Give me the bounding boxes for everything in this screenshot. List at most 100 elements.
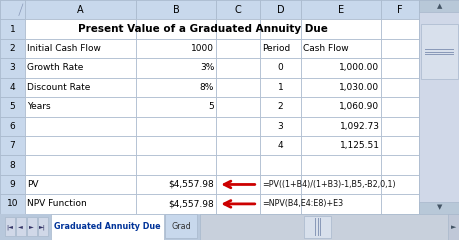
Text: 1,060.90: 1,060.90 [339,102,379,111]
Text: 1,125.51: 1,125.51 [339,141,379,150]
Bar [381,19,418,39]
Bar [216,136,259,155]
Text: Grad: Grad [171,222,190,231]
Text: E: E [337,5,344,15]
Bar [420,24,457,79]
Bar [381,175,418,194]
Bar [0,0,25,19]
Text: Initial Cash Flow: Initial Cash Flow [27,44,101,53]
Bar [259,97,301,116]
Bar [301,155,381,175]
Text: 1,092.73: 1,092.73 [339,122,379,131]
Text: 3%: 3% [199,63,214,72]
Bar [25,78,135,97]
Bar [25,58,135,78]
Bar [25,175,135,194]
Text: F: F [396,5,402,15]
Bar [381,97,418,116]
Bar [0,97,25,116]
Bar [5,217,15,236]
Bar [301,58,381,78]
Bar [418,0,459,12]
Text: Graduated Annuity Due: Graduated Annuity Due [54,222,160,231]
Text: Present Value of a Graduated Annuity Due: Present Value of a Graduated Annuity Due [78,24,327,34]
Bar [199,214,459,240]
Text: 10: 10 [6,199,18,208]
Bar [216,39,259,58]
Bar [25,19,135,39]
Bar [0,0,25,19]
Bar [165,214,197,238]
Bar [25,116,135,136]
Bar [381,194,418,214]
Text: |◄: |◄ [6,224,13,229]
Bar [448,214,459,240]
Bar [301,78,381,97]
Bar [303,216,330,238]
Bar [259,58,301,78]
Text: 1,000.00: 1,000.00 [339,63,379,72]
Bar [301,194,381,214]
Text: 2: 2 [277,102,283,111]
Bar [0,136,25,155]
Bar [135,19,216,39]
Text: 8%: 8% [199,83,214,92]
Bar [216,19,259,39]
Bar [418,0,459,214]
Bar [301,116,381,136]
Bar [135,194,216,214]
Bar [259,136,301,155]
Bar [135,175,216,194]
Bar [301,0,381,19]
Text: =PV((1+B4)/(1+B3)-1,B5,-B2,0,1): =PV((1+B4)/(1+B3)-1,B5,-B2,0,1) [261,180,395,189]
Bar [135,136,216,155]
Bar [135,155,216,175]
Text: D: D [276,5,284,15]
Text: 1,030.00: 1,030.00 [339,83,379,92]
Bar [135,39,216,58]
Bar [0,116,25,136]
Bar [0,155,25,175]
Text: ◄: ◄ [18,224,23,229]
Bar [135,0,216,19]
Text: 4: 4 [10,83,15,92]
Bar [381,58,418,78]
Bar [301,39,381,58]
Bar [381,155,418,175]
Text: 8: 8 [10,161,15,169]
Bar [135,78,216,97]
Text: =NPV(B4,E4:E8)+E3: =NPV(B4,E4:E8)+E3 [261,199,342,208]
Text: 0: 0 [277,63,283,72]
Bar [259,116,301,136]
Text: 1000: 1000 [191,44,214,53]
Bar [38,217,48,236]
Text: 6: 6 [10,122,15,131]
Bar [25,194,135,214]
Bar [0,194,25,214]
Text: Period: Period [261,44,290,53]
Text: A: A [77,5,84,15]
Bar [259,39,301,58]
Text: 3: 3 [10,63,15,72]
Bar [259,175,301,194]
Bar [216,97,259,116]
Text: 2: 2 [10,44,15,53]
Bar [25,97,135,116]
Text: PV: PV [27,180,38,189]
Bar [51,214,163,240]
Bar [25,39,135,58]
Text: ▼: ▼ [436,204,441,211]
Text: ►: ► [29,224,34,229]
Text: B: B [172,5,179,15]
Bar [216,175,259,194]
Bar [381,39,418,58]
Bar [0,78,25,97]
Bar [418,202,459,214]
Bar [0,214,459,240]
Bar [216,0,259,19]
Bar [381,0,418,19]
Text: C: C [234,5,241,15]
Text: ▲: ▲ [436,3,441,9]
Text: Years: Years [27,102,50,111]
Text: 9: 9 [10,180,15,189]
